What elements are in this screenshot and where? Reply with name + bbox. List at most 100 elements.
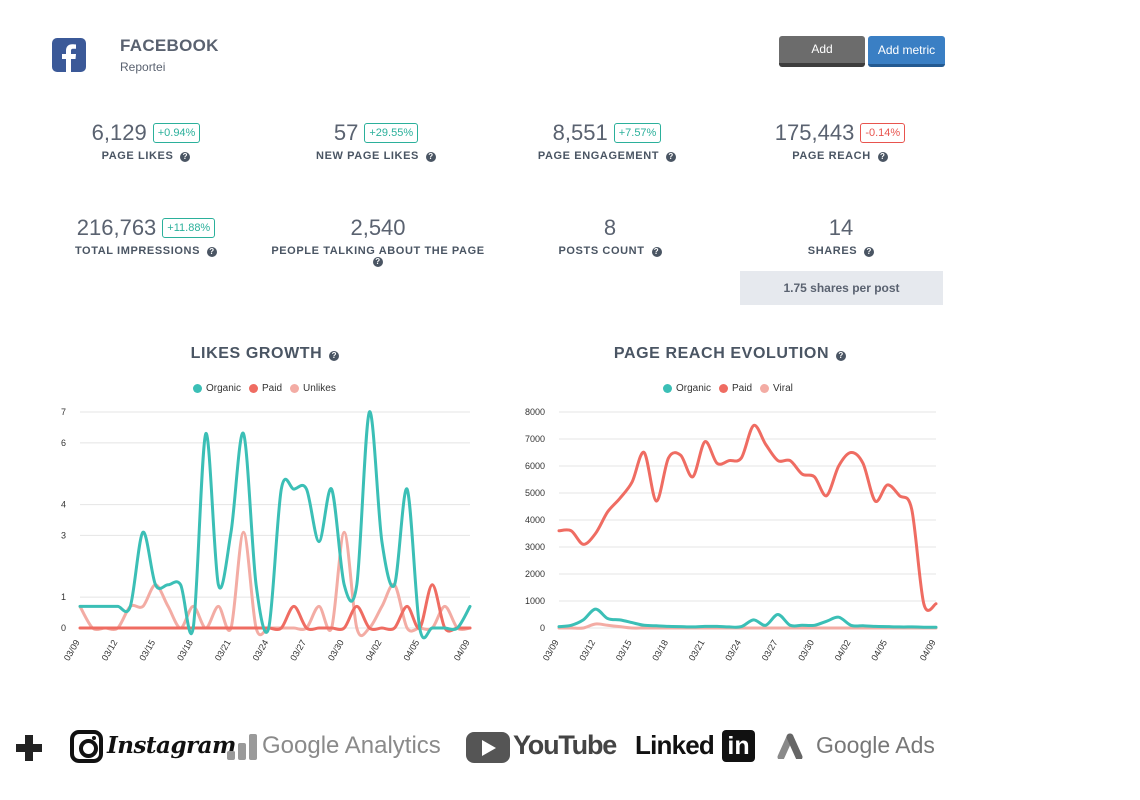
google-analytics-icon — [227, 734, 257, 760]
google-ads-wordmark: Google Ads — [816, 732, 935, 758]
x-tick-label: 03/21 — [213, 638, 233, 663]
metric-label: PAGE ENGAGEMENT — [537, 150, 660, 162]
youtube-icon — [466, 732, 510, 763]
likes-growth-title: LIKES GROWTH? — [60, 345, 470, 363]
legend-item-viral[interactable]: Viral — [760, 383, 793, 394]
help-icon[interactable]: ? — [207, 247, 218, 257]
legend-swatch — [290, 384, 300, 393]
x-tick-label: 04/09 — [452, 638, 472, 663]
x-tick-label: 03/24 — [251, 638, 271, 663]
help-icon[interactable]: ? — [651, 247, 662, 257]
help-icon[interactable]: ? — [666, 152, 677, 162]
linkedin-icon: in — [722, 730, 755, 762]
change-badge: +29.55% — [364, 123, 419, 143]
metric-label: POSTS COUNT — [558, 245, 645, 257]
metric-new-page-likes: 57 +29.55% NEW PAGE LIKES? — [276, 120, 476, 162]
metric-label: PAGE LIKES — [101, 150, 174, 162]
legend-swatch — [719, 384, 729, 393]
change-badge: +0.94% — [152, 123, 201, 143]
x-tick-label: 03/15 — [137, 638, 157, 663]
legend-item-organic[interactable]: Organic — [193, 383, 241, 394]
x-tick-label: 04/05 — [401, 638, 421, 663]
help-icon[interactable]: ? — [836, 351, 847, 361]
change-badge: +7.57% — [613, 123, 662, 143]
metric-shares: 14 SHARES? — [741, 215, 941, 257]
facebook-icon — [52, 38, 86, 72]
legend-label: Organic — [206, 383, 242, 394]
add-metric-button[interactable]: Add metric — [868, 36, 945, 67]
legend-label: Organic — [676, 383, 712, 394]
change-badge: +11.88% — [162, 218, 216, 238]
x-tick-label: 03/09 — [62, 638, 82, 663]
add-analysis-button[interactable]: Add analysis — [779, 36, 865, 83]
legend-label: Viral — [773, 383, 793, 394]
legend-item-paid[interactable]: Paid — [249, 383, 282, 394]
metric-people-talking: 2,540 PEOPLE TALKING ABOUT THE PAGE? — [268, 215, 488, 267]
metric-page-likes: 6,129 +0.94% PAGE LIKES? — [46, 120, 246, 162]
page-subtitle: Reportei — [120, 60, 166, 74]
legend-item-organic[interactable]: Organic — [663, 383, 711, 394]
metric-label: PAGE REACH — [792, 150, 871, 162]
x-tick-label: 03/18 — [175, 638, 195, 663]
metric-value: 175,443 — [774, 120, 855, 145]
metric-page-reach: 175,443 -0.14% PAGE REACH? — [740, 120, 940, 162]
y-tick-label: 1 — [61, 592, 66, 602]
chart-title-text: PAGE REACH EVOLUTION — [613, 345, 830, 362]
likes-growth-legend: Organic Paid Unlikes — [193, 383, 336, 394]
google-analytics-wordmark: Google Analytics — [262, 732, 441, 759]
page-title: FACEBOOK — [120, 36, 219, 55]
instagram-icon — [70, 730, 103, 763]
help-icon[interactable]: ? — [329, 351, 340, 361]
youtube-wordmark: YouTube — [513, 730, 617, 760]
metric-value: 8 — [603, 215, 617, 240]
legend-label: Unlikes — [303, 383, 336, 394]
metric-value: 216,763 — [76, 215, 157, 240]
help-icon[interactable]: ? — [864, 247, 875, 257]
instagram-wordmark: Instagram — [107, 732, 236, 759]
metric-label: TOTAL IMPRESSIONS — [74, 245, 201, 257]
shares-per-post-note: 1.75 shares per post — [740, 271, 943, 305]
legend-item-unlikes[interactable]: Unlikes — [290, 383, 336, 394]
page-reach-legend: Organic Paid Viral — [663, 383, 793, 394]
y-tick-label: 7 — [61, 407, 66, 417]
metric-value: 2,540 — [350, 215, 406, 240]
metric-posts-count: 8 POSTS COUNT? — [510, 215, 710, 257]
metric-total-impressions: 216,763 +11.88% TOTAL IMPRESSIONS? — [46, 215, 246, 257]
metric-page-engagement: 8,551 +7.57% PAGE ENGAGEMENT? — [507, 120, 707, 162]
y-tick-label: 6 — [61, 438, 66, 448]
linkedin-wordmark: Linked — [635, 730, 715, 760]
x-tick-label: 03/12 — [100, 638, 120, 663]
report-header: FACEBOOK Reportei Add analysis Add metri… — [52, 36, 952, 83]
y-tick-label: 0 — [61, 623, 66, 633]
metric-value: 57 — [333, 120, 359, 145]
series-line-organic — [78, 410, 472, 640]
google-ads-icon — [777, 733, 803, 759]
series-line-paid — [78, 583, 472, 633]
legend-swatch — [249, 384, 259, 393]
metric-label: NEW PAGE LIKES — [316, 150, 419, 162]
legend-swatch — [760, 384, 770, 393]
y-tick-label: 4 — [61, 500, 66, 510]
legend-item-paid[interactable]: Paid — [719, 383, 752, 394]
metric-value: 14 — [828, 215, 854, 240]
metric-label: SHARES — [807, 245, 858, 257]
x-tick-label: 03/27 — [288, 638, 308, 663]
page-reach-evolution-title: PAGE REACH EVOLUTION? — [520, 345, 940, 363]
legend-label: Paid — [262, 383, 283, 394]
x-tick-label: 04/02 — [364, 638, 384, 663]
legend-label: Paid — [732, 383, 753, 394]
chart-title-text: LIKES GROWTH — [190, 345, 323, 362]
change-badge: -0.14% — [860, 123, 906, 143]
help-icon[interactable]: ? — [425, 152, 436, 162]
help-icon[interactable]: ? — [877, 152, 888, 162]
metric-value: 6,129 — [91, 120, 147, 145]
legend-swatch — [663, 384, 672, 393]
help-icon[interactable]: ? — [180, 152, 191, 162]
metric-label: PEOPLE TALKING ABOUT THE PAGE — [271, 245, 485, 257]
x-tick-label: 03/30 — [326, 638, 346, 663]
plus-icon[interactable] — [16, 735, 42, 761]
legend-swatch — [193, 384, 202, 393]
integrations-bar: Instagram Google Analytics YouTube Linke… — [16, 724, 1126, 772]
help-icon[interactable]: ? — [373, 257, 383, 267]
